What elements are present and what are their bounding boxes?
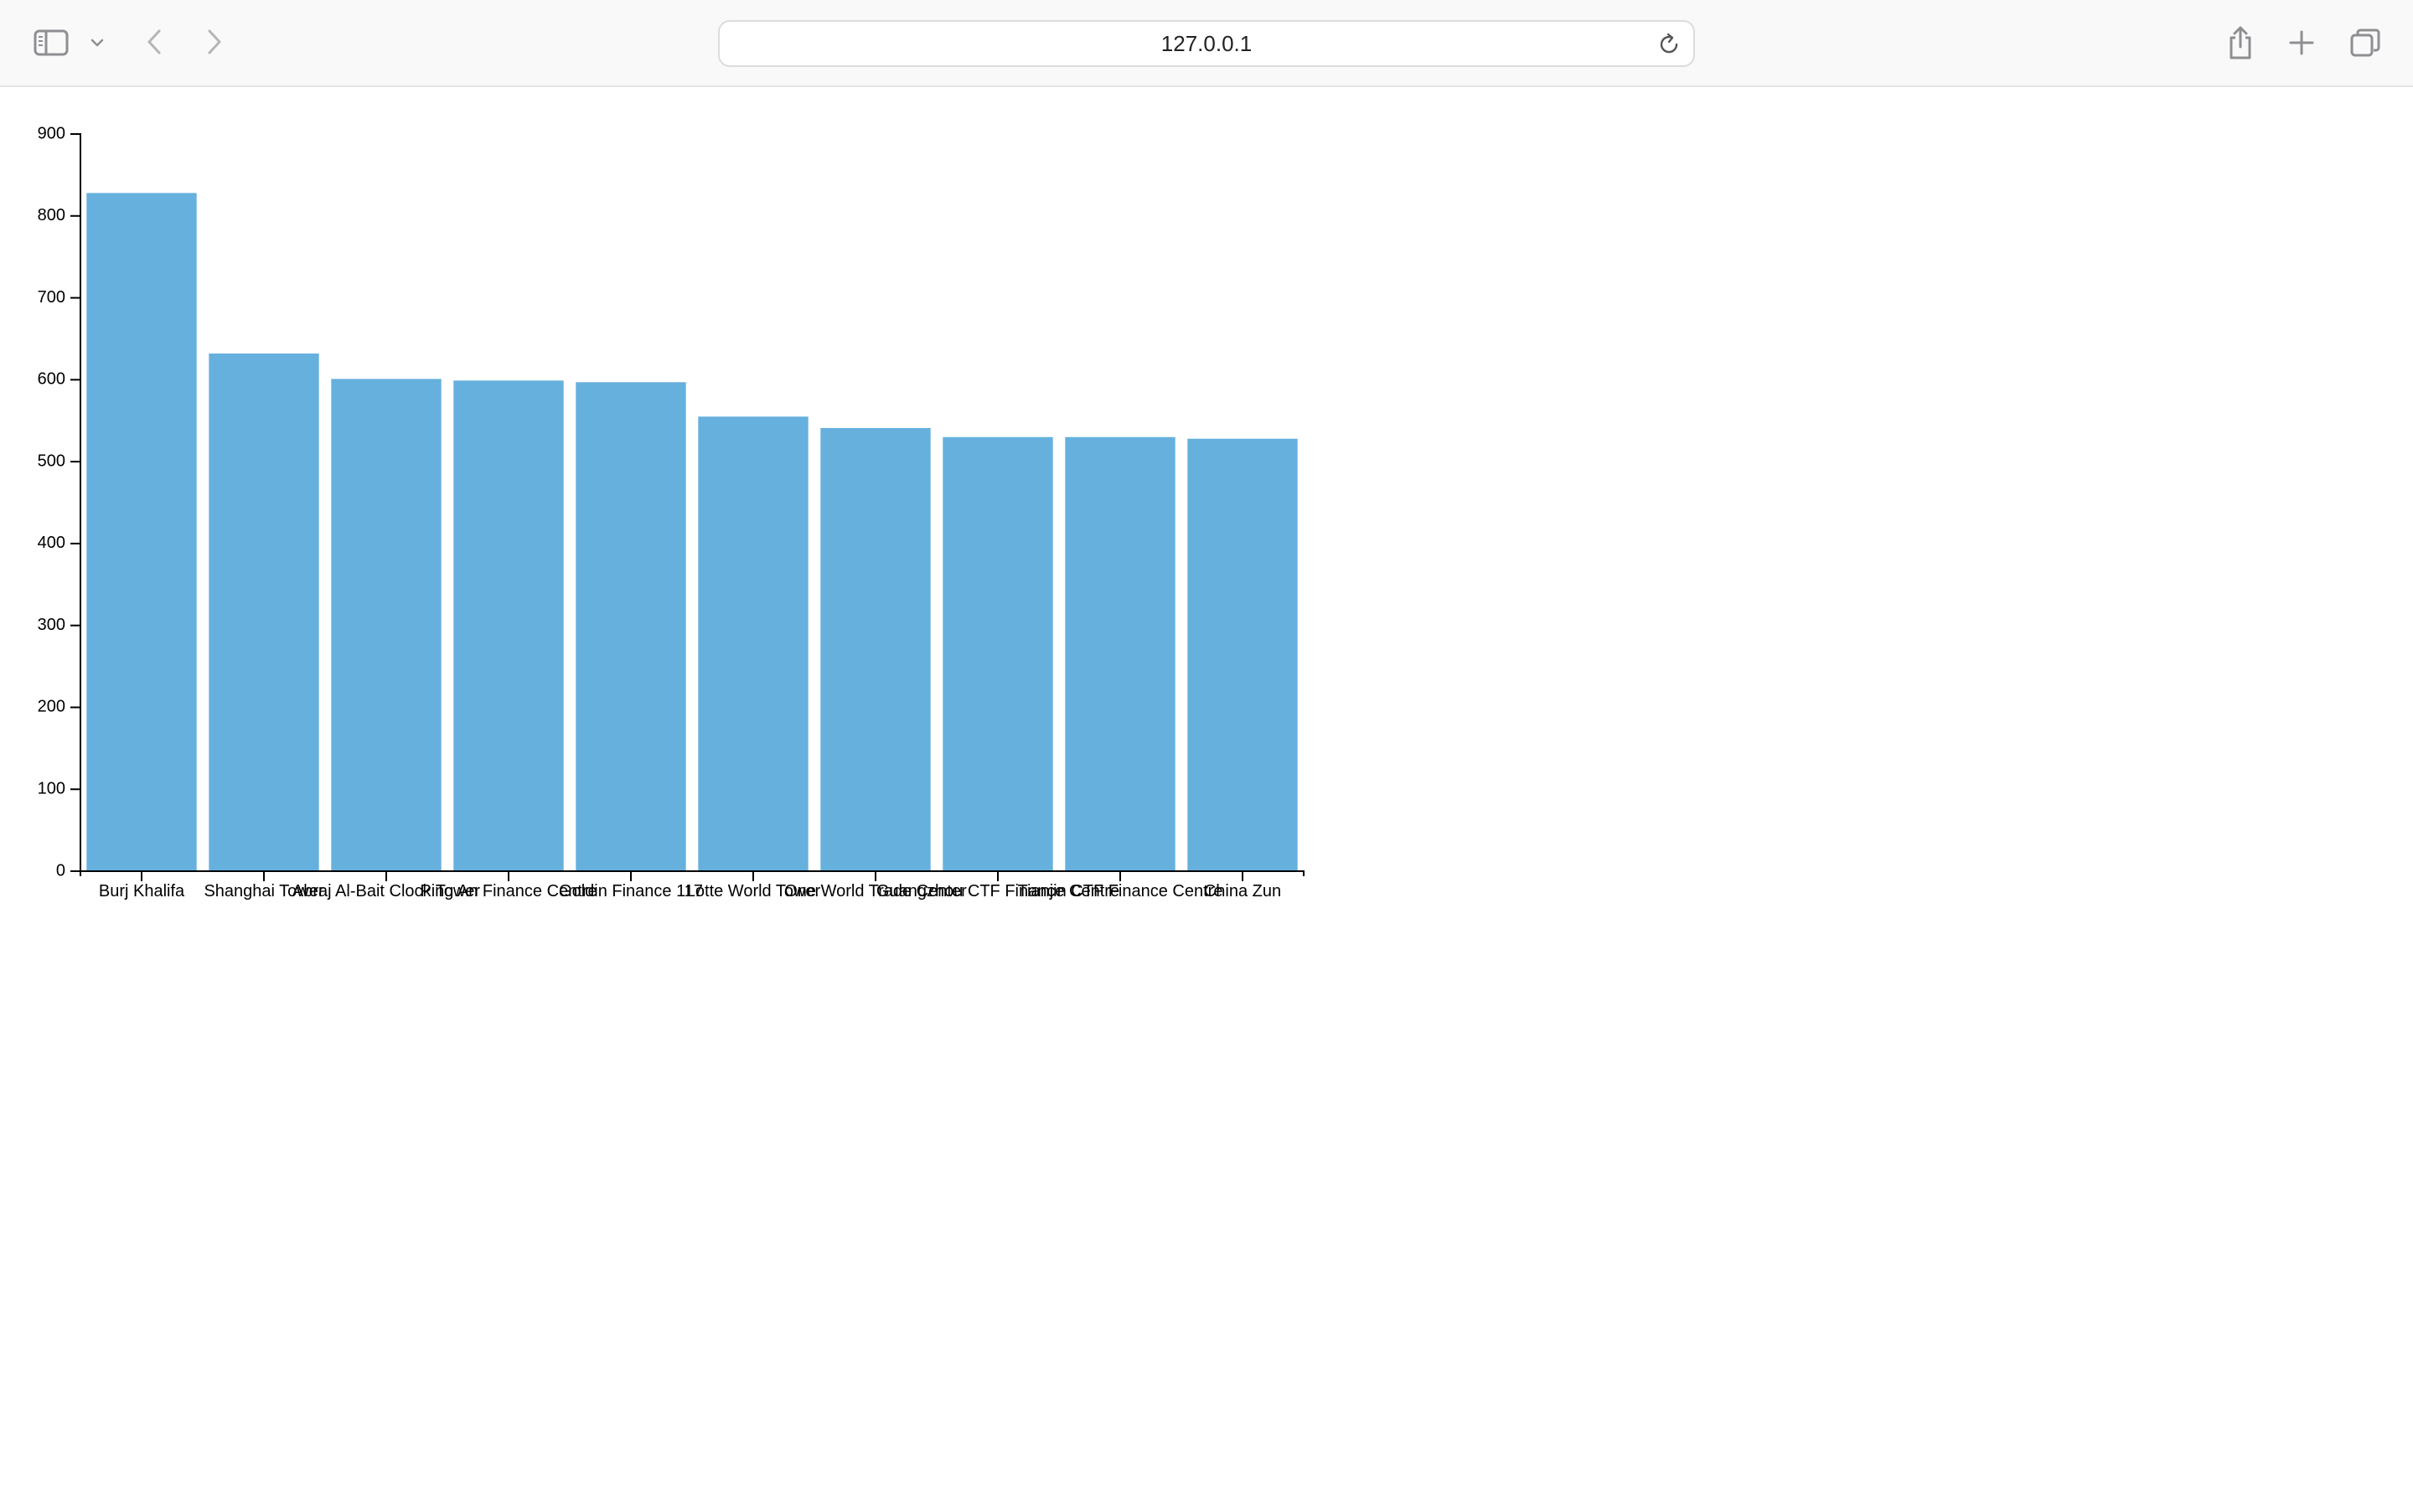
y-tick-label: 400 [38, 534, 65, 552]
y-tick-label: 700 [38, 288, 65, 307]
bar [943, 436, 1053, 871]
x-tick-label: Burj Khalifa [99, 882, 185, 900]
sidebar-menu-button[interactable] [87, 32, 107, 54]
back-button[interactable] [137, 25, 171, 59]
browser-toolbar: 127.0.0.1 [0, 0, 2413, 87]
bar-chart: 0 100 200 300 400 500 600 700 800 900 Burj Khalifa… [38, 124, 1305, 900]
x-tick-label: China Zun [1204, 882, 1281, 900]
bar [698, 416, 809, 872]
forward-button[interactable] [198, 25, 231, 59]
bar [453, 380, 564, 871]
y-tick-label: 200 [38, 698, 65, 716]
x-tick-label: Guangzhou CTF Finance Centre [876, 882, 1119, 900]
tab-overview-button[interactable] [2346, 25, 2385, 60]
x-tick-label: Shanghai Tower [204, 882, 323, 900]
bar [86, 193, 197, 871]
bar [820, 428, 931, 871]
plus-icon [2289, 30, 2314, 55]
x-tick-label: Goldin Finance 117 [559, 882, 703, 900]
y-tick-label: 300 [38, 616, 65, 634]
y-tick-label: 900 [38, 124, 65, 142]
tab-overview-icon [2350, 28, 2380, 57]
sidebar-icon [34, 29, 69, 56]
forward-arrow-icon [208, 29, 221, 54]
share-icon [2230, 26, 2251, 59]
bar [576, 382, 686, 871]
bar [1065, 436, 1175, 871]
x-tick-label: Lotte World Tower [686, 882, 821, 900]
new-tab-button[interactable] [2284, 25, 2319, 60]
back-arrow-icon [147, 29, 161, 54]
sidebar-toggle-button[interactable] [32, 27, 70, 59]
reload-icon [1660, 33, 1678, 54]
x-tick-label: Tianjin CTF Finance Centre [1018, 882, 1223, 900]
reload-button[interactable] [1656, 32, 1682, 57]
chart-area: 0 100 200 300 400 500 600 700 800 900 Burj Khalifa… [0, 87, 2413, 1508]
address-bar[interactable]: 127.0.0.1 [718, 20, 1695, 67]
bar [209, 353, 319, 871]
x-tick-label: One World Trade Center [784, 882, 967, 900]
y-tick-label: 100 [38, 780, 65, 798]
x-tick-label: Abraj Al-Bait Clock Tower [292, 882, 481, 900]
x-axis-line [80, 870, 1305, 876]
chevron-down-icon [90, 39, 104, 47]
address-text: 127.0.0.1 [1160, 30, 1253, 56]
y-tick-label: 800 [38, 206, 65, 224]
bar [331, 379, 442, 871]
y-tick-label: 500 [38, 452, 65, 470]
share-button[interactable] [2222, 23, 2259, 62]
bar [1187, 438, 1298, 871]
y-tick-label: 600 [38, 370, 65, 389]
y-axis-line [75, 133, 81, 872]
x-tick-label: Ping An Finance Centre [420, 882, 597, 900]
y-tick-label: 0 [56, 861, 65, 880]
